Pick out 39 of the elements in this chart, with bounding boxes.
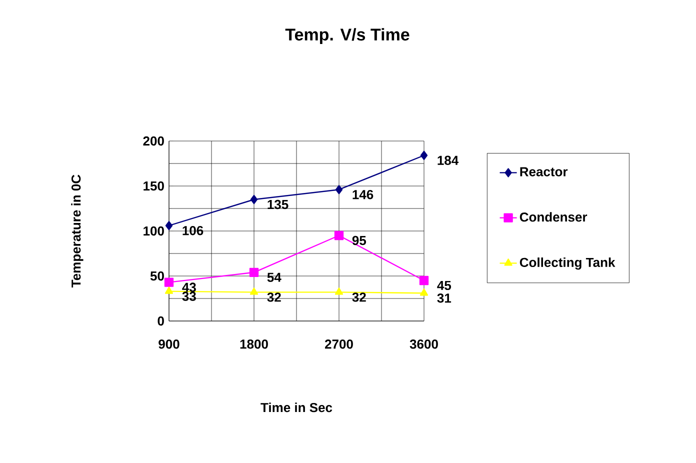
point (335, 185, 343, 194)
data-label: 135 (268, 200, 288, 210)
data-label: 95 (352, 236, 366, 246)
data-label: 32 (352, 292, 366, 302)
point (249, 268, 259, 277)
y-tick-label: 200 (143, 136, 164, 146)
x-tick-label: 2700 (324, 340, 353, 349)
point (165, 221, 173, 230)
legend-label: Collecting Tank (520, 257, 616, 270)
y-tick-label: 0 (158, 316, 164, 326)
point (420, 150, 428, 160)
data-label: 184 (438, 156, 459, 165)
data-label: 31 (437, 293, 452, 303)
y-tick-label: 100 (144, 226, 164, 236)
x-tick-label: 1800 (240, 340, 268, 349)
y-axis-title: Temperature in 0C (71, 174, 84, 288)
x-axis-title: Time in Sec (260, 402, 332, 412)
y-tick-label: 50 (150, 271, 164, 281)
point (250, 194, 258, 204)
data-label: 45 (437, 280, 452, 290)
legend-label: Condenser (520, 212, 588, 222)
data-label: 54 (267, 272, 282, 282)
point (164, 286, 174, 294)
point (334, 288, 344, 295)
point (334, 230, 344, 240)
chart-title: Temp. V/s Time (285, 28, 410, 44)
data-label: 106 (182, 226, 204, 236)
point (250, 288, 258, 295)
data-label: 33 (182, 292, 196, 301)
y-tick-label: 150 (144, 181, 164, 191)
point (420, 288, 428, 296)
x-tick-label: 900 (158, 340, 180, 349)
data-label: 146 (352, 190, 374, 200)
data-label: 43 (182, 282, 196, 292)
data-label: 32 (267, 292, 281, 302)
legend-label: Reactor (520, 167, 568, 176)
x-tick-label: 3600 (410, 340, 438, 349)
point (164, 278, 174, 287)
point (419, 276, 429, 286)
